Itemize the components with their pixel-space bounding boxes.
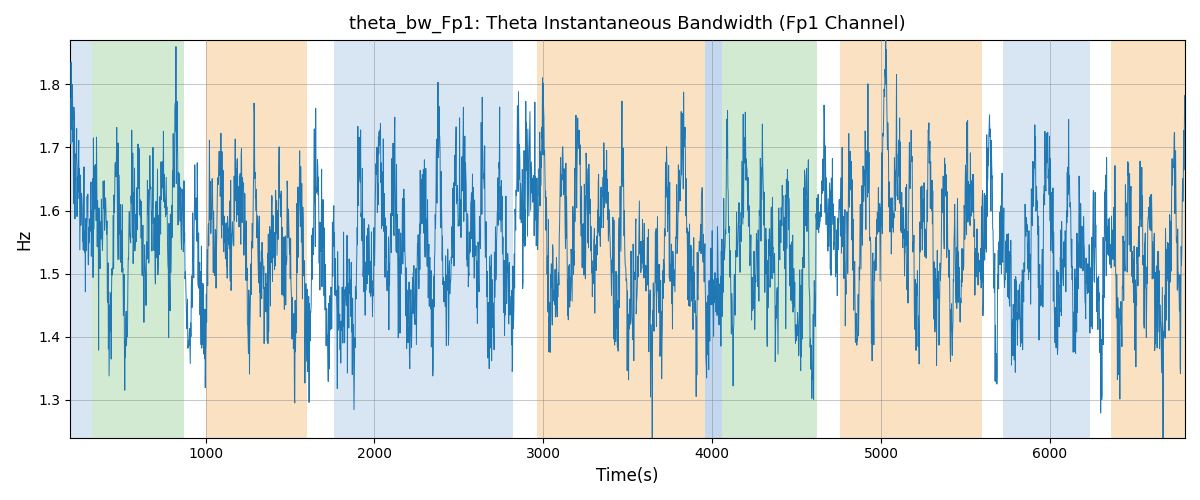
Bar [334, 40, 512, 438]
X-axis label: Time(s): Time(s) [596, 467, 659, 485]
Title: theta_bw_Fp1: Theta Instantaneous Bandwidth (Fp1 Channel): theta_bw_Fp1: Theta Instantaneous Bandwi… [349, 15, 906, 34]
Bar [536, 40, 706, 438]
Bar [71, 40, 92, 438]
Y-axis label: Hz: Hz [14, 228, 32, 250]
Bar [840, 40, 983, 438]
Bar [1003, 40, 1091, 438]
Bar [92, 40, 184, 438]
Bar [205, 40, 307, 438]
Bar [722, 40, 817, 438]
Bar [1111, 40, 1186, 438]
Bar [706, 40, 722, 438]
